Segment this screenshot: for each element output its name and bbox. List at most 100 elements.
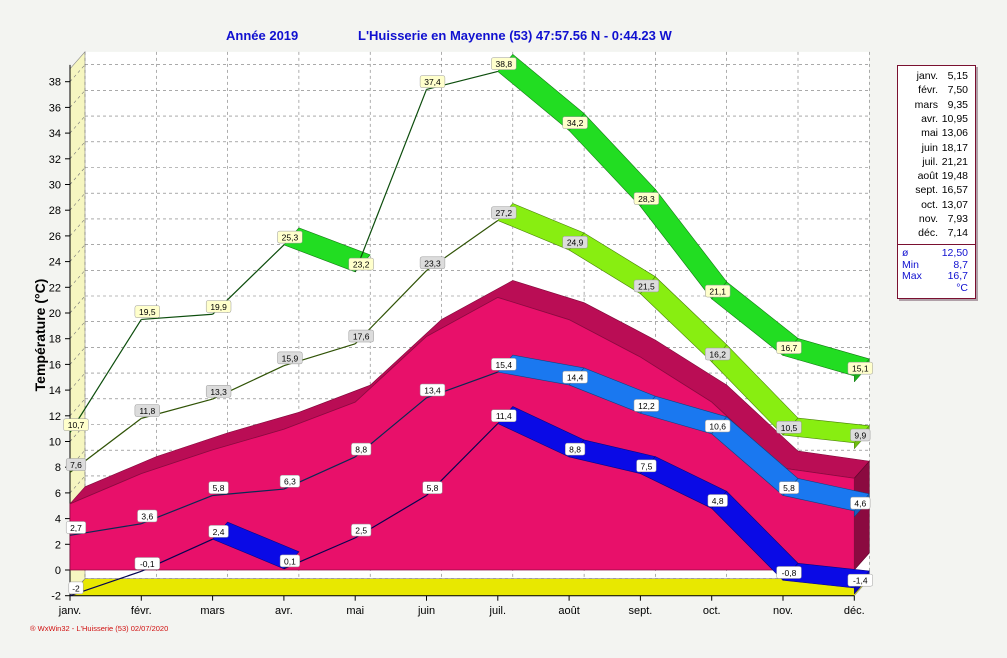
mean-min-data-label: 5,8 (213, 483, 225, 493)
legend-month-value: 13,07 (941, 198, 968, 211)
legend-month-value: 18,17 (941, 141, 968, 154)
mean-max-data-label: 13,3 (210, 387, 227, 397)
x-tick-label: nov. (773, 605, 793, 617)
absolute-max-data-label-bg (134, 305, 160, 318)
mean-min-data-label-bg (491, 358, 517, 371)
data-labels: -2 -0,1 2,4 0,1 2,5 5,8 11,4 8,8 7,5 4,8 -0,8 -1,4 2… (63, 57, 873, 595)
y-tick-label: 38 (49, 77, 61, 89)
legend-month-row: mai 13,06 (898, 127, 971, 141)
legend-month-row: janv. 5,15 (898, 70, 971, 84)
absolute-min-data-label-bg (707, 494, 728, 507)
absolute-max-data-label: 21,1 (709, 287, 726, 297)
mean-max-data-label-bg (348, 329, 374, 343)
absolute-max-data-label-bg (277, 230, 303, 244)
floor (69, 578, 870, 597)
grid-line-side (69, 115, 86, 134)
absolute-max-data-label: 25,3 (282, 233, 299, 243)
mean-min-data-label-bg (778, 481, 800, 494)
legend-stat-label: Max (902, 270, 922, 282)
absolute-max-data-label: 38,8 (496, 59, 513, 69)
legend-stat-row: ø 12,50 (898, 247, 971, 261)
absolute-max-data-label: 28,3 (638, 194, 655, 204)
monthly-mean-band-side (853, 460, 870, 571)
absolute-min-data-label-bg (351, 523, 372, 537)
x-tick-label: sept. (628, 605, 652, 617)
mean-max-data-label-bg (134, 404, 160, 417)
legend-month-name: nov. (918, 213, 938, 225)
x-tick-label: juin (417, 605, 435, 617)
legend-month-value: 13,06 (941, 127, 968, 140)
legend-month-name: mars (914, 98, 938, 111)
legend-month-value: 10,95 (941, 112, 968, 125)
absolute-max-data-label-bg (847, 361, 873, 375)
legend-month-name: oct. (921, 198, 938, 211)
mean-max-data-label-bg (277, 351, 303, 365)
mean-max-data-label: 11,8 (139, 406, 155, 416)
y-tick-label: 22 (49, 282, 61, 294)
mean-min-data-label-bg (850, 496, 871, 510)
y-tick-label: 8 (55, 462, 61, 474)
grid-line-side (69, 578, 86, 596)
y-tick-label: 18 (49, 334, 61, 346)
y-tick-label: 0 (55, 565, 61, 577)
legend-separator (898, 244, 975, 245)
absolute-max-data-label: 16,7 (781, 343, 798, 353)
absolute-max-data-label: 10,7 (68, 420, 85, 430)
legend-month-row: déc. 7,14 (898, 227, 971, 241)
legend-month-row: juin 18,17 (898, 142, 971, 156)
legend-month-name: avr. (921, 112, 938, 125)
y-tick-label: 20 (49, 308, 61, 320)
legend-month-value: 7,93 (947, 213, 968, 225)
legend-month-value: 19,48 (941, 170, 968, 183)
absolute-max-segment (141, 313, 213, 321)
y-tick-label: 24 (49, 257, 61, 269)
y-axis-label: Température (°C) (32, 279, 48, 392)
absolute-max-segment (69, 319, 142, 433)
mean-min-data-label: 10,6 (709, 421, 726, 431)
absolute-min-data-label-bg (847, 573, 873, 587)
absolute-min-data-label: 5,8 (427, 483, 439, 493)
y-tick-label: 30 (49, 180, 61, 192)
mean-max-data-label: 23,3 (424, 258, 441, 268)
grid-line-side (69, 141, 86, 159)
mean-min-data-label: 8,8 (355, 445, 367, 455)
absolute-min-data-label: 11,4 (496, 411, 512, 421)
x-tick-label: mars (200, 605, 225, 617)
grid-line-side (69, 372, 86, 391)
absolute-min-data-label-bg (565, 442, 586, 456)
mean-max-data-label: 15,9 (282, 353, 299, 363)
absolute-max-data-label-bg (776, 341, 802, 354)
absolute-max-data-label-bg (419, 75, 446, 88)
legend-month-name: août (917, 170, 938, 183)
mean-max-data-label-bg (205, 385, 232, 398)
grid-line-side (69, 321, 86, 339)
legend-month-name: juin (921, 141, 938, 154)
absolute-max-data-label-bg (491, 57, 517, 70)
mean-max-data-label-bg (705, 347, 731, 361)
footer-credit: ® WxWin32 - L'Huisserie (53) 02/07/2020 (30, 624, 169, 633)
legend-stat-row: Min 8,7 (898, 259, 971, 273)
legend-month-value: 9,35 (947, 98, 968, 111)
mean-max-data-label-bg (65, 458, 87, 471)
legend-month-row: sept. 16,57 (898, 184, 971, 198)
mean-max-data-label-bg (562, 235, 588, 249)
legend-stat-label: ø (902, 247, 909, 259)
legend-stat-row: Max 16,7 (898, 270, 971, 284)
legend-month-name: févr. (918, 84, 938, 97)
y-tick-label: 32 (49, 154, 61, 166)
legend-month-value: 7,14 (947, 227, 968, 240)
legend-month-value: 7,50 (947, 84, 968, 97)
mean-min-data-label-bg (419, 383, 446, 397)
mean-max-data-label-bg (776, 421, 802, 434)
y-tick-label: 26 (49, 231, 61, 243)
y-tick-label: 36 (49, 102, 61, 114)
grid-line-side (69, 167, 86, 185)
legend-box: janv. 5,15 févr. 7,50 mars 9,35 avr. 10,95 mai 13… (897, 65, 976, 299)
mean-min-data-label-bg (633, 399, 660, 412)
mean-min-data-label-bg (705, 419, 731, 433)
mean-min-data-label: 12,2 (638, 401, 655, 411)
absolute-min-data-label: -1,4 (853, 576, 868, 586)
mean-min-data-label: 3,6 (141, 511, 153, 521)
grid-line-side (69, 398, 86, 416)
